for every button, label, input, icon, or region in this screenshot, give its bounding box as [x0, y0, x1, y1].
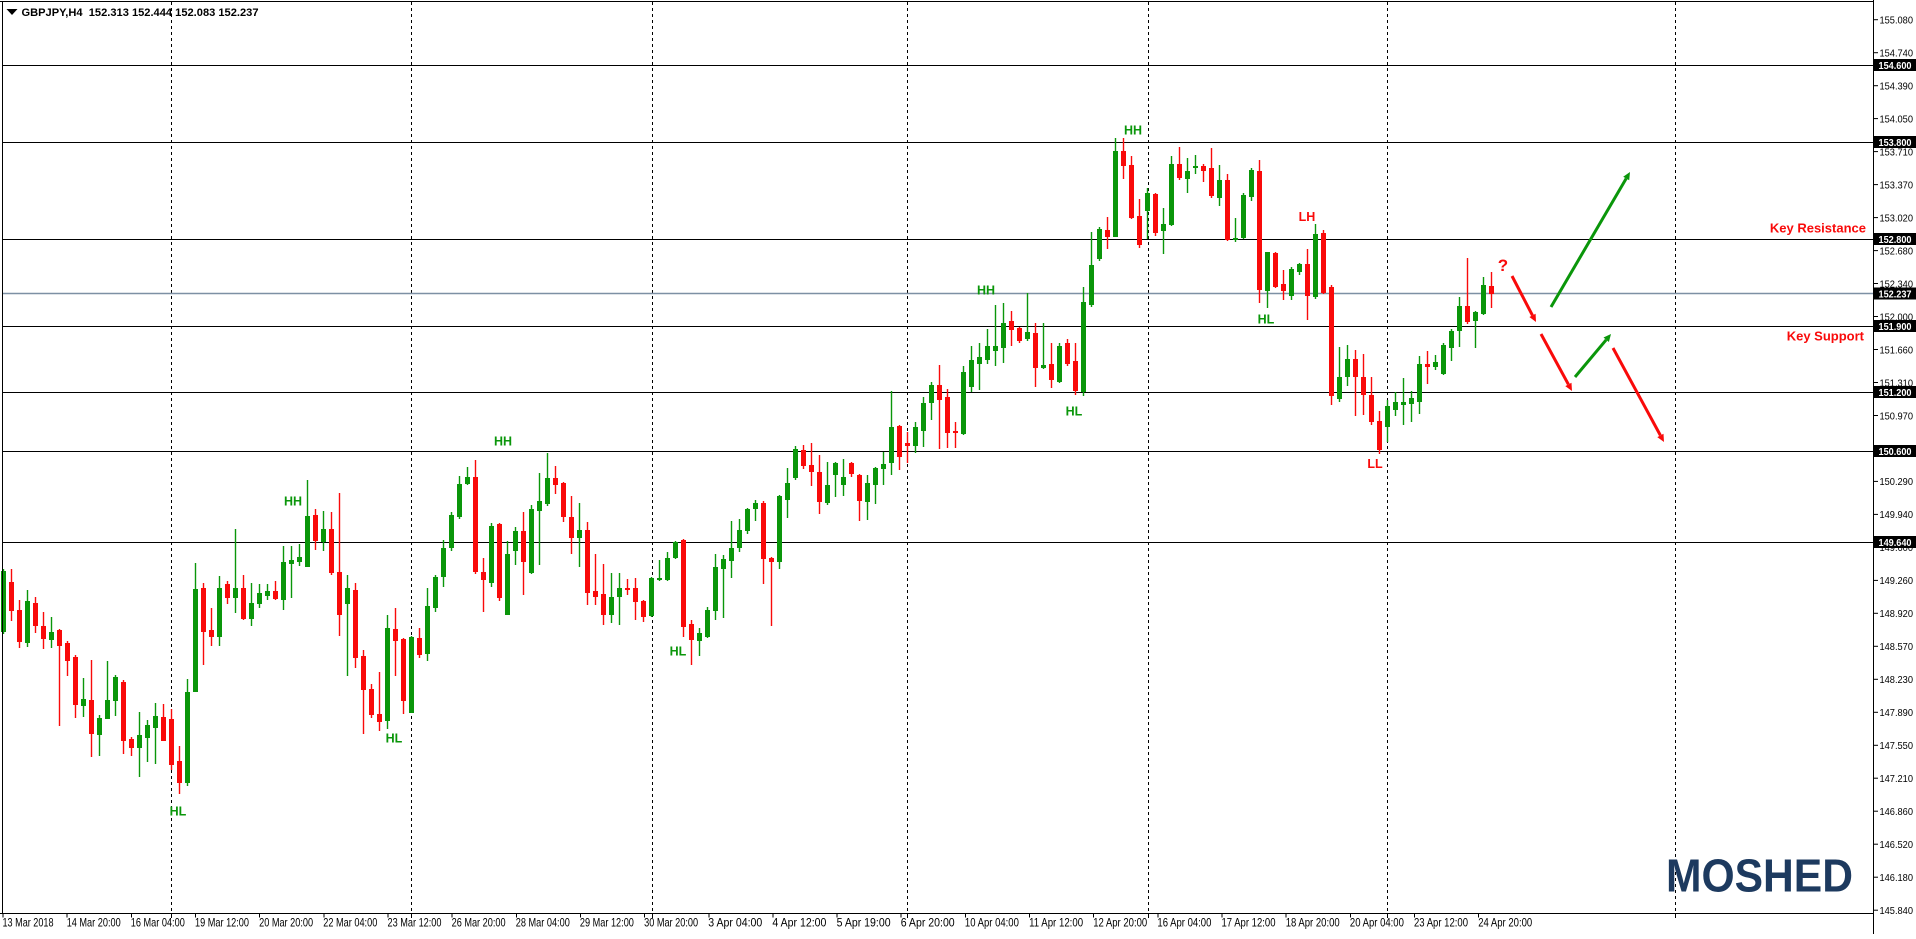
- svg-text:150.970: 150.970: [1880, 410, 1914, 422]
- svg-text:29 Mar 12:00: 29 Mar 12:00: [580, 916, 634, 930]
- svg-text:153.370: 153.370: [1880, 179, 1914, 191]
- svg-text:19 Mar 12:00: 19 Mar 12:00: [195, 916, 249, 930]
- svg-text:147.210: 147.210: [1880, 773, 1914, 785]
- svg-text:16 Apr 04:00: 16 Apr 04:00: [1157, 916, 1211, 930]
- svg-text:28 Mar 04:00: 28 Mar 04:00: [516, 916, 570, 930]
- svg-text:154.740: 154.740: [1880, 48, 1914, 60]
- svg-text:146.860: 146.860: [1880, 806, 1914, 818]
- svg-text:HL: HL: [1066, 405, 1083, 419]
- svg-text:HL: HL: [1258, 313, 1275, 327]
- svg-text:150.600: 150.600: [1879, 446, 1912, 458]
- svg-text:152.800: 152.800: [1879, 234, 1912, 246]
- svg-text:Key Resistance: Key Resistance: [1770, 220, 1866, 235]
- svg-text:145.840: 145.840: [1880, 905, 1914, 917]
- svg-text:HH: HH: [284, 495, 302, 509]
- svg-text:11 Apr 12:00: 11 Apr 12:00: [1029, 916, 1083, 930]
- svg-text:147.550: 147.550: [1880, 740, 1914, 752]
- svg-text:10 Apr 04:00: 10 Apr 04:00: [965, 916, 1019, 930]
- svg-text:20 Mar 20:00: 20 Mar 20:00: [259, 916, 313, 930]
- svg-text:152.237: 152.237: [1879, 288, 1912, 300]
- svg-text:16 Mar 04:00: 16 Mar 04:00: [131, 916, 185, 930]
- svg-text:147.890: 147.890: [1880, 707, 1914, 719]
- svg-text:5 Apr 19:00: 5 Apr 19:00: [837, 916, 891, 930]
- svg-text:153.800: 153.800: [1879, 137, 1912, 149]
- svg-text:148.920: 148.920: [1880, 608, 1914, 620]
- svg-text:4 Apr 12:00: 4 Apr 12:00: [772, 916, 826, 930]
- svg-text:HL: HL: [386, 732, 403, 746]
- svg-text:151.660: 151.660: [1880, 344, 1914, 356]
- svg-text:Key Support: Key Support: [1787, 329, 1865, 344]
- svg-text:154.390: 154.390: [1880, 81, 1914, 93]
- svg-text:LL: LL: [1367, 457, 1383, 471]
- svg-text:152.340: 152.340: [1880, 278, 1914, 290]
- svg-text:154.600: 154.600: [1879, 60, 1912, 72]
- svg-text:151.200: 151.200: [1879, 387, 1912, 399]
- svg-text:149.260: 149.260: [1880, 575, 1914, 587]
- svg-text:3 Apr 04:00: 3 Apr 04:00: [708, 916, 762, 930]
- svg-text:153.020: 153.020: [1880, 212, 1914, 224]
- svg-text:17 Apr 12:00: 17 Apr 12:00: [1222, 916, 1276, 930]
- svg-text:HL: HL: [670, 645, 687, 659]
- svg-text:22 Mar 04:00: 22 Mar 04:00: [323, 916, 377, 930]
- svg-text:12 Apr 20:00: 12 Apr 20:00: [1093, 916, 1147, 930]
- svg-text:MOSHED: MOSHED: [1666, 850, 1853, 902]
- svg-text:HH: HH: [494, 435, 512, 449]
- svg-text:GBPJPY,H4 152.313 152.444 152: GBPJPY,H4 152.313 152.444 152.083 152.23…: [22, 7, 259, 19]
- svg-text:?: ?: [1498, 256, 1508, 275]
- svg-text:23 Mar 12:00: 23 Mar 12:00: [388, 916, 442, 930]
- svg-text:14 Mar 20:00: 14 Mar 20:00: [67, 916, 121, 930]
- svg-text:20 Apr 04:00: 20 Apr 04:00: [1350, 916, 1404, 930]
- svg-text:148.570: 148.570: [1880, 641, 1914, 653]
- svg-text:26 Mar 20:00: 26 Mar 20:00: [452, 916, 506, 930]
- svg-text:148.230: 148.230: [1880, 674, 1914, 686]
- svg-text:154.050: 154.050: [1880, 113, 1914, 125]
- svg-text:HH: HH: [977, 284, 995, 298]
- svg-text:30 Mar 20:00: 30 Mar 20:00: [644, 916, 698, 930]
- svg-text:150.290: 150.290: [1880, 476, 1914, 488]
- svg-text:HL: HL: [170, 805, 187, 819]
- svg-text:LH: LH: [1299, 210, 1316, 224]
- svg-text:153.710: 153.710: [1880, 146, 1914, 158]
- svg-text:6 Apr 20:00: 6 Apr 20:00: [901, 916, 955, 930]
- svg-text:HH: HH: [1124, 124, 1142, 138]
- svg-text:18 Apr 20:00: 18 Apr 20:00: [1286, 916, 1340, 930]
- svg-text:152.680: 152.680: [1880, 245, 1914, 257]
- svg-text:13 Mar 2018: 13 Mar 2018: [3, 916, 54, 930]
- svg-text:23 Apr 12:00: 23 Apr 12:00: [1414, 916, 1468, 930]
- svg-text:146.180: 146.180: [1880, 872, 1914, 884]
- svg-text:151.900: 151.900: [1879, 321, 1912, 333]
- svg-text:146.520: 146.520: [1880, 839, 1914, 851]
- svg-text:24 Apr 20:00: 24 Apr 20:00: [1478, 916, 1532, 930]
- svg-text:149.940: 149.940: [1880, 509, 1914, 521]
- svg-text:155.080: 155.080: [1880, 15, 1914, 27]
- svg-text:149.640: 149.640: [1879, 537, 1912, 549]
